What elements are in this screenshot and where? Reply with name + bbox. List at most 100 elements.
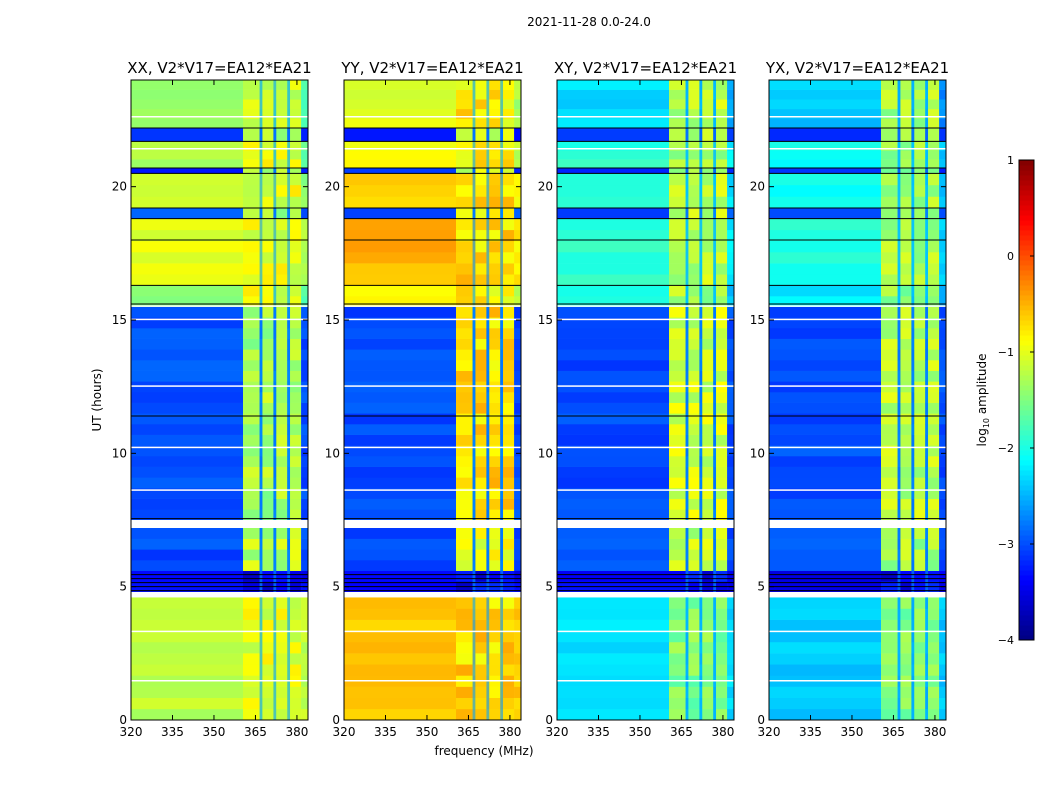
heatmap-cell-rfi <box>276 708 288 721</box>
heatmap-cell <box>131 434 244 446</box>
heatmap-cell <box>557 208 670 219</box>
heatmap-cell <box>939 263 947 275</box>
heatmap-cell-rfi <box>702 118 714 129</box>
heatmap-cell <box>131 528 244 539</box>
y-tick-label: 10 <box>750 446 765 460</box>
heatmap-cell-rfi <box>881 108 898 119</box>
heatmap-cell <box>939 445 947 457</box>
heatmap-cell <box>557 619 670 632</box>
heatmap-cell-rfi <box>928 477 940 489</box>
heatmap-cell-rfi <box>928 498 940 510</box>
heatmap-cell-rfi <box>688 208 700 219</box>
heatmap-cell <box>301 686 309 698</box>
heatmap-cell-rfi <box>262 509 274 521</box>
heatmap-cell-rfi <box>900 498 912 510</box>
heatmap-cell <box>514 697 522 710</box>
heatmap-cell-rfi <box>914 370 926 382</box>
x-tick-label: 380 <box>498 725 521 739</box>
heatmap-cell <box>939 456 947 467</box>
colorbar-swatch <box>1019 360 1034 366</box>
heatmap-cell-rfi <box>900 150 912 160</box>
heatmap-cell-rfi <box>243 306 260 318</box>
heatmap-cell-rfi <box>914 168 926 174</box>
heatmap-cell <box>301 141 309 151</box>
heatmap-cell-rfi <box>276 208 288 219</box>
heatmap-cell-rfi <box>669 686 686 698</box>
heatmap-cell-rfi <box>243 218 260 231</box>
heatmap-cell-rfi <box>276 263 288 275</box>
heatmap-cell <box>301 99 309 110</box>
heatmap-cell-rfi <box>716 208 728 219</box>
heatmap-cell <box>131 402 244 414</box>
heatmap-cell <box>301 360 309 371</box>
heatmap-cell <box>939 128 947 142</box>
heatmap-cell <box>301 413 309 425</box>
heatmap-cell <box>131 328 244 339</box>
heatmap-cell-rfi <box>475 173 487 186</box>
panel-title: XY, V2*V17=EA12*EA21 <box>554 59 737 77</box>
heatmap-cell <box>131 498 244 510</box>
heatmap-cell <box>344 509 457 521</box>
heatmap-cell-rfi <box>243 477 260 489</box>
heatmap-cell <box>727 338 735 350</box>
heatmap-cell-rfi <box>262 173 274 186</box>
heatmap-cell-rfi <box>900 159 912 169</box>
heatmap-cell-rfi <box>702 263 714 275</box>
heatmap-cell-rfi <box>881 173 898 186</box>
heatmap-cell <box>131 141 244 151</box>
heatmap-cell-rfi <box>503 328 515 339</box>
heatmap-cell-rfi <box>456 252 473 264</box>
heatmap-cell-rfi <box>503 664 515 676</box>
heatmap-cell-rfi <box>914 538 926 550</box>
heatmap-cell-rfi <box>489 560 501 571</box>
heatmap-cell-rfi <box>475 150 487 160</box>
x-axis-label: frequency (MHz) <box>434 744 533 758</box>
heatmap-cell <box>514 630 522 643</box>
heatmap-cell <box>557 608 670 620</box>
heatmap-cell-rfi <box>503 498 515 510</box>
heatmap-cell-rfi <box>702 630 714 643</box>
heatmap-cell-rfi <box>900 274 912 286</box>
heatmap-cell-rfi <box>262 263 274 275</box>
heatmap-cell <box>514 570 522 582</box>
heatmap-cell <box>727 570 735 582</box>
colorbar-swatch <box>1019 540 1034 546</box>
plot-frame <box>130 79 309 721</box>
colorbar-tick-label: 1 <box>1007 154 1014 167</box>
heatmap-cell-rfi <box>702 240 714 253</box>
heatmap-cell-rfi <box>503 708 515 721</box>
heatmap-cell-rfi <box>262 445 274 457</box>
heatmap-cell <box>344 370 457 382</box>
heatmap-cell-rfi <box>928 456 940 467</box>
heatmap-cell-rfi <box>669 445 686 457</box>
heatmap-cell <box>727 108 735 119</box>
heatmap-cell-rfi <box>688 296 700 307</box>
heatmap-cell-rfi <box>716 99 728 110</box>
heatmap-cell <box>344 328 457 339</box>
heatmap-cell <box>727 196 735 209</box>
heatmap-cell-rfi <box>881 509 898 521</box>
heatmap-cell-rfi <box>716 570 728 582</box>
heatmap-cell-rfi <box>688 108 700 119</box>
heatmap-cell-rfi <box>243 560 260 571</box>
colorbar-swatch <box>1019 320 1034 326</box>
heatmap-cell <box>514 274 522 286</box>
heatmap-cell-rfi <box>475 274 487 286</box>
heatmap-cell-rfi <box>688 218 700 231</box>
heatmap-cell-rfi <box>276 498 288 510</box>
heatmap-cell <box>514 434 522 446</box>
heatmap-cell-rfi <box>489 549 501 561</box>
heatmap-cell-rfi <box>928 360 940 371</box>
heatmap-cell-rfi <box>503 488 515 499</box>
heatmap-cell-rfi <box>688 240 700 253</box>
heatmap-cell <box>939 108 947 119</box>
heatmap-cell-rfi <box>262 466 274 478</box>
colorbar-swatch <box>1019 410 1034 416</box>
heatmap-cell-rfi <box>900 560 912 571</box>
colorbar-swatch <box>1019 610 1034 616</box>
heatmap-cell <box>939 697 947 710</box>
heatmap-cell-rfi <box>914 653 926 665</box>
heatmap-cell-rfi <box>262 317 274 329</box>
heatmap-cell-rfi <box>290 686 302 698</box>
heatmap-cell <box>769 218 882 231</box>
